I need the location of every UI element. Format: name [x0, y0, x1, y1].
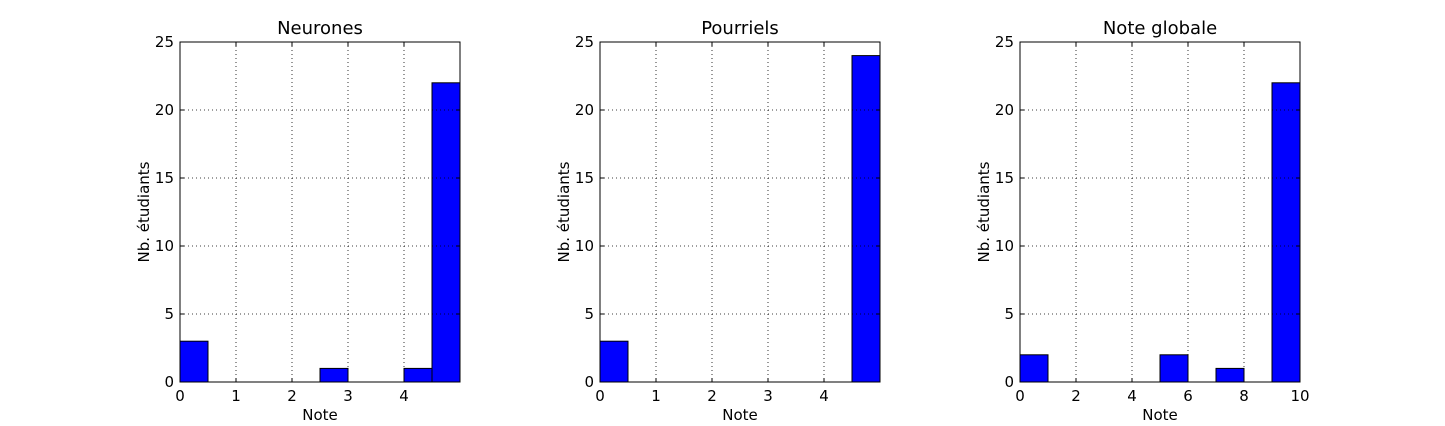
x-tick-label: 10	[1290, 387, 1309, 405]
y-tick-label: 15	[575, 169, 594, 187]
x-axis-label: Note	[1142, 406, 1178, 424]
x-tick-label: 4	[1127, 387, 1137, 405]
y-tick-label: 25	[995, 33, 1014, 51]
histogram-bar	[319, 367, 349, 383]
y-axis-label: Nb. étudiants	[135, 161, 153, 262]
x-tick-label: 3	[343, 387, 353, 405]
histogram-bar	[179, 340, 209, 383]
chart-panel-2: 0 1 2 3 4 0 5 10 15 20 25 Pourriels Note Nb. étudiant…	[555, 18, 881, 424]
axes-frame	[1019, 41, 1301, 383]
y-tick-label: 10	[995, 237, 1014, 255]
histogram-bar	[851, 55, 881, 383]
x-tick-label: 4	[399, 387, 409, 405]
x-tick-label: 0	[1015, 387, 1025, 405]
histogram-bar	[1215, 367, 1245, 383]
x-tick-label: 3	[763, 387, 773, 405]
y-tick-label: 20	[155, 101, 174, 119]
x-axis-label: Note	[302, 406, 338, 424]
x-tick-label: 6	[1183, 387, 1193, 405]
chart-title: Pourriels	[701, 18, 779, 39]
y-tick-label: 25	[575, 33, 594, 51]
y-tick-label: 20	[995, 101, 1014, 119]
x-tick-label: 1	[231, 387, 241, 405]
y-tick-label: 0	[584, 373, 594, 391]
y-tick-label: 5	[164, 305, 174, 323]
y-tick-label: 15	[995, 169, 1014, 187]
histogram-bar	[1271, 82, 1301, 383]
y-tick-label: 10	[575, 237, 594, 255]
axes-frame	[599, 41, 881, 383]
x-tick-label: 2	[707, 387, 717, 405]
y-axis-label: Nb. étudiants	[555, 161, 573, 262]
y-axis-label: Nb. étudiants	[975, 161, 993, 262]
chart-title: Note globale	[1103, 18, 1217, 39]
x-tick-label: 0	[175, 387, 185, 405]
x-tick-label: 2	[287, 387, 297, 405]
y-tick-label: 25	[155, 33, 174, 51]
x-tick-label: 1	[651, 387, 661, 405]
x-tick-label: 8	[1239, 387, 1249, 405]
histogram-bar	[1019, 354, 1049, 383]
histogram-bar	[403, 367, 433, 383]
x-axis-label: Note	[722, 406, 758, 424]
chart-title: Neurones	[277, 18, 363, 39]
histogram-bar	[599, 340, 629, 383]
y-tick-label: 20	[575, 101, 594, 119]
y-tick-label: 0	[164, 373, 174, 391]
y-tick-label: 0	[1004, 373, 1014, 391]
y-tick-label: 5	[1004, 305, 1014, 323]
chart-panel-3: 0 2 4 6 8 10 0 5 10 15 20 25 Note globale Note Nb. étu…	[975, 18, 1310, 424]
y-tick-label: 15	[155, 169, 174, 187]
x-tick-label: 0	[595, 387, 605, 405]
histogram-bar	[431, 82, 461, 383]
histogram-bar	[1159, 354, 1189, 383]
chart-panel-1: 0 1 2 3 4 0 5 10 15 20 25 Neurones Note Nb. étudiants	[135, 18, 461, 424]
x-tick-label: 4	[819, 387, 829, 405]
x-tick-label: 2	[1071, 387, 1081, 405]
y-tick-label: 10	[155, 237, 174, 255]
axes-frame	[179, 41, 461, 383]
y-tick-label: 5	[584, 305, 594, 323]
